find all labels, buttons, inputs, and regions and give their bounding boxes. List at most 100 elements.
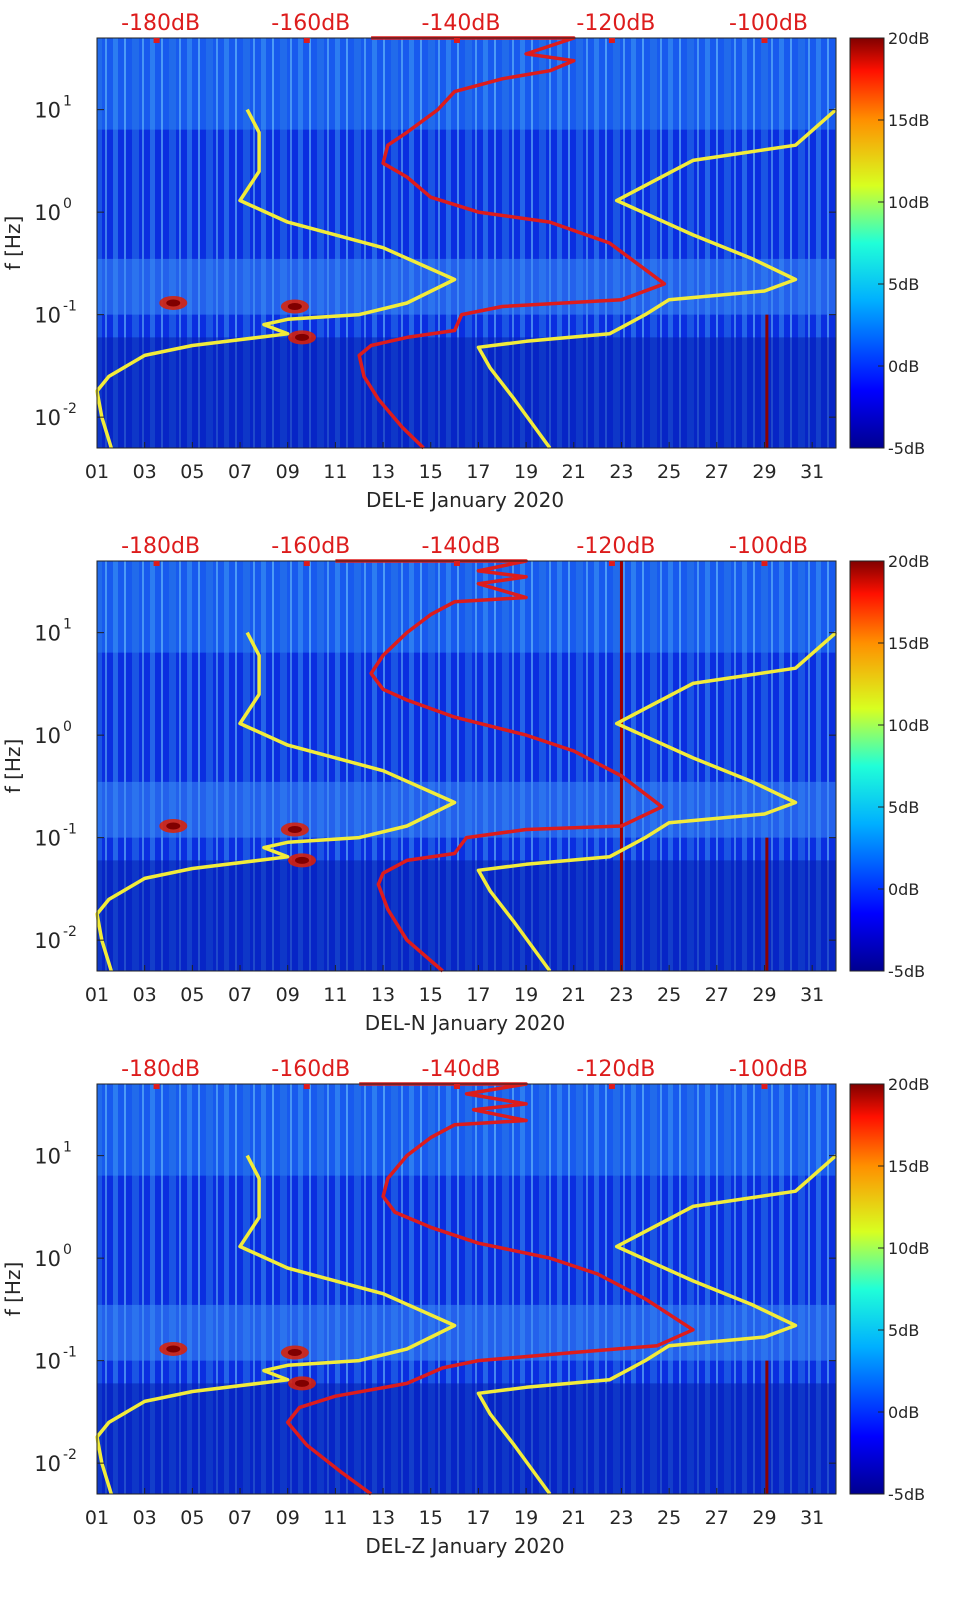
colorbar-label-1: 15dB (888, 111, 930, 130)
x-tick-label-27: 27 (705, 1507, 729, 1529)
x-tick-label-01: 01 (85, 461, 109, 483)
top-tick-4 (761, 561, 768, 566)
x-tick-label-13: 13 (371, 1507, 395, 1529)
x-tick-label-19: 19 (514, 984, 538, 1006)
x-tick-label-01: 01 (85, 1507, 109, 1529)
x-tick-label-31: 31 (800, 461, 824, 483)
x-tick-label-15: 15 (419, 461, 443, 483)
x-tick-label-07: 07 (228, 984, 252, 1006)
x-tick-label-05: 05 (180, 984, 204, 1006)
series-measured-psd (285, 1082, 695, 1496)
top-axis-label-0: -180dB (121, 534, 200, 559)
microseism-band (97, 1304, 836, 1361)
series-model-low (95, 108, 457, 449)
colorbar-label-1: 15dB (888, 1157, 930, 1176)
y-tick-exponent-2: 0 (63, 1242, 72, 1258)
x-tick-label-07: 07 (228, 461, 252, 483)
y-tick-exponent-2: 0 (63, 719, 72, 735)
x-tick-label-21: 21 (562, 1507, 586, 1529)
top-axis-label-0: -180dB (121, 1057, 200, 1082)
x-tick-label-29: 29 (752, 984, 776, 1006)
top-axis-label-1: -160dB (271, 11, 350, 36)
hotspot-core-0 (166, 1345, 181, 1353)
hotspot-core-2 (295, 856, 310, 864)
hotspot-core-0 (166, 299, 181, 307)
colorbar-label-0: 20dB (888, 1075, 930, 1094)
x-tick-label-17: 17 (466, 984, 490, 1006)
top-tick-0 (153, 38, 160, 43)
top-tick-3 (608, 1084, 615, 1089)
y-axis-label: f [Hz] (1, 1262, 25, 1317)
y-tick-label-3: 10 (34, 622, 61, 646)
plot-frame (96, 1083, 837, 1495)
plot-frame (96, 560, 837, 972)
x-tick-label-19: 19 (514, 1507, 538, 1529)
top-axis-label-2: -140dB (421, 11, 500, 36)
x-tick-label-25: 25 (657, 1507, 681, 1529)
y-tick-exponent-1: -1 (63, 822, 77, 838)
y-tick-label-2: 10 (34, 1247, 61, 1271)
x-tick-label-05: 05 (180, 461, 204, 483)
microseism-band (97, 781, 836, 838)
colorbar-label-0: 20dB (888, 29, 930, 48)
y-axis-label: f [Hz] (1, 216, 25, 271)
x-tick-label-21: 21 (562, 984, 586, 1006)
y-tick-exponent-3: 1 (63, 617, 72, 633)
colorbar-label-3: 5dB (888, 1321, 919, 1340)
top-axis-label-4: -100dB (729, 11, 808, 36)
y-tick-label-1: 10 (34, 827, 61, 851)
x-tick-label-29: 29 (752, 461, 776, 483)
hotspot-core-0 (166, 822, 181, 830)
colorbar-label-5: -5dB (888, 439, 925, 458)
colorbar-label-2: 10dB (888, 1239, 930, 1258)
y-tick-exponent-2: 0 (63, 196, 72, 212)
y-tick-label-0: 10 (34, 1452, 61, 1476)
top-tick-4 (761, 1084, 768, 1089)
colorbar-label-2: 10dB (888, 193, 930, 212)
low-frequency-band (97, 1383, 836, 1494)
x-tick-label-09: 09 (276, 1507, 300, 1529)
top-tick-1 (303, 1084, 310, 1089)
x-axis-label: DEL-N January 2020 (365, 1011, 565, 1035)
x-tick-label-17: 17 (466, 461, 490, 483)
x-tick-label-01: 01 (85, 984, 109, 1006)
top-tick-2 (453, 1084, 460, 1089)
hotspot-core-2 (295, 333, 310, 341)
y-tick-exponent-1: -1 (63, 1345, 77, 1361)
x-tick-label-27: 27 (705, 461, 729, 483)
x-tick-label-25: 25 (657, 461, 681, 483)
plot-frame (96, 37, 837, 449)
top-tick-3 (608, 561, 615, 566)
colorbar-label-5: -5dB (888, 1485, 925, 1504)
x-tick-label-09: 09 (276, 461, 300, 483)
x-tick-label-09: 09 (276, 984, 300, 1006)
y-tick-label-0: 10 (34, 406, 61, 430)
y-tick-exponent-1: -1 (63, 299, 77, 315)
x-axis-label: DEL-E January 2020 (366, 488, 564, 512)
y-tick-label-3: 10 (34, 99, 61, 123)
y-axis-label: f [Hz] (1, 739, 25, 794)
top-tick-1 (303, 38, 310, 43)
colorbar-label-3: 5dB (888, 275, 919, 294)
x-tick-label-31: 31 (800, 1507, 824, 1529)
x-tick-label-21: 21 (562, 461, 586, 483)
hotspot-core-1 (287, 826, 302, 834)
top-axis-label-0: -180dB (121, 11, 200, 36)
series-model-high (476, 108, 838, 450)
x-tick-label-15: 15 (419, 1507, 443, 1529)
series-model-low (95, 631, 457, 972)
top-tick-2 (453, 38, 460, 43)
y-tick-label-0: 10 (34, 929, 61, 953)
hotspot-core-1 (287, 303, 302, 311)
x-tick-label-15: 15 (419, 984, 443, 1006)
x-tick-label-03: 03 (133, 1507, 157, 1529)
colorbar-label-3: 5dB (888, 798, 919, 817)
y-tick-label-2: 10 (34, 201, 61, 225)
y-tick-label-1: 10 (34, 1350, 61, 1374)
colorbar-label-5: -5dB (888, 962, 925, 981)
colorbar-label-0: 20dB (888, 552, 930, 571)
